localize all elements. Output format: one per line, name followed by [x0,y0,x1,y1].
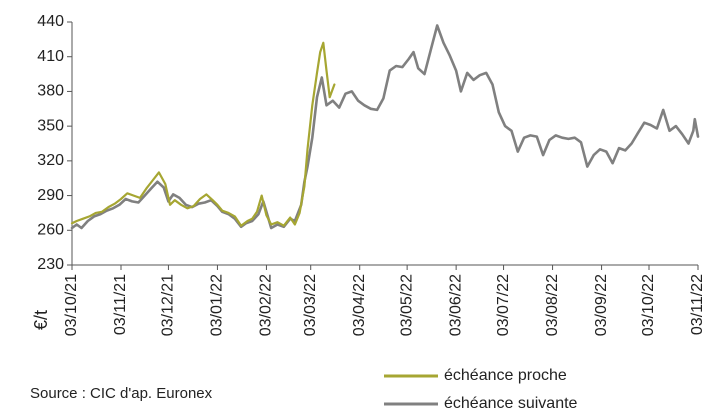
x-tick-label: 03/01/22 [209,274,226,336]
x-axis: 03/10/21 03/11/21 03/12/21 03/01/22 03/02/22… [63,264,706,336]
y-tick-label: 380 [37,83,64,100]
y-tick-label: 290 [37,187,64,204]
y-tick-label: 350 [37,117,64,134]
x-tick-label: 03/11/22 [689,274,706,335]
y-axis: 230 260 290 320 350 380 410 440 [37,13,73,273]
x-tick-label: 03/04/22 [351,274,368,336]
series-line-echeance-suivante [70,24,700,230]
y-axis-unit: €/t [31,310,51,330]
y-tick-label: 410 [37,48,64,65]
x-tick-label: 03/05/22 [398,274,415,336]
x-tick-label: 03/10/22 [640,274,657,336]
legend-label: échéance suivante [444,395,578,412]
y-tick-label: 440 [37,13,64,30]
y-tick-label: 320 [37,152,64,169]
x-tick-label: 03/08/22 [544,274,561,336]
y-tick-label: 260 [37,222,64,239]
legend-label: échéance proche [444,367,567,384]
series-lines [70,24,700,230]
x-tick-label: 03/07/22 [495,274,512,336]
x-tick-label: 03/03/22 [302,274,319,336]
x-tick-label: 03/06/22 [447,274,464,336]
x-tick-label: 03/11/21 [112,274,129,335]
legend: échéance proche échéance suivante [384,367,578,412]
x-tick-label: 03/09/22 [593,274,610,336]
x-tick-label: 03/10/21 [63,274,80,336]
series-line-echeance-proche [70,41,336,227]
source-note: Source : CIC d'ap. Euronex [30,385,213,402]
y-tick-label: 230 [37,256,64,273]
x-tick-label: 03/12/21 [160,274,177,336]
x-tick-label: 03/02/22 [258,274,275,336]
